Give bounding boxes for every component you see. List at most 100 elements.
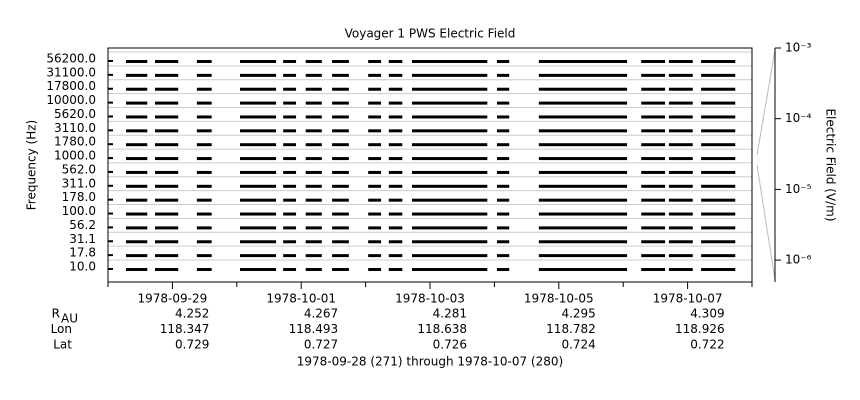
- ephemeris-value: 118.347: [160, 322, 210, 336]
- coverage-segment: [126, 184, 148, 188]
- channel-label: 311.0: [62, 176, 96, 190]
- coverage-segment: [411, 254, 488, 258]
- coverage-segment: [196, 157, 212, 161]
- coverage-segment: [196, 101, 212, 105]
- coverage-segment: [283, 184, 297, 188]
- coverage-segment: [332, 184, 349, 188]
- coverage-segment: [283, 87, 297, 91]
- coverage-segment: [701, 143, 736, 147]
- channel-label: 5620.0: [54, 107, 96, 121]
- ephemeris-label-sub: AU: [61, 312, 78, 326]
- coverage-segment: [668, 143, 693, 147]
- coverage-segment: [641, 101, 666, 105]
- coverage-segment: [388, 198, 403, 202]
- coverage-segment: [641, 157, 666, 161]
- coverage-segment: [668, 240, 693, 244]
- coverage-segment: [305, 129, 322, 133]
- coverage-segment: [240, 157, 277, 161]
- coverage-segment: [411, 60, 488, 63]
- coverage-segment: [641, 184, 666, 188]
- coverage-segment: [496, 129, 510, 133]
- coverage-segment: [283, 60, 297, 63]
- coverage-segment: [388, 226, 403, 230]
- coverage-segment: [305, 254, 322, 258]
- coverage-segment: [641, 240, 666, 244]
- coverage-segment: [701, 73, 736, 77]
- coverage-segment: [196, 143, 212, 147]
- coverage-segment: [240, 143, 277, 147]
- ephemeris-value: 118.638: [417, 322, 467, 336]
- coverage-segment: [411, 73, 488, 77]
- coverage-segment: [196, 212, 212, 216]
- coverage-segment: [538, 170, 628, 174]
- ephemeris-value: 0.729: [175, 338, 209, 352]
- coverage-segment: [701, 226, 736, 230]
- ephemeris-label: Lat: [53, 338, 72, 352]
- coverage-segment: [388, 170, 403, 174]
- coverage-segment: [283, 73, 297, 77]
- coverage-segment: [368, 184, 382, 188]
- coverage-segment: [368, 226, 382, 230]
- coverage-segment: [368, 60, 382, 63]
- coverage-segment: [332, 198, 349, 202]
- channel-label: 1780.0: [54, 135, 96, 149]
- coverage-segment: [305, 60, 322, 63]
- coverage-segment: [538, 226, 628, 230]
- coverage-segment: [240, 60, 277, 63]
- coverage-segment: [368, 157, 382, 161]
- coverage-segment: [641, 60, 666, 63]
- coverage-segment: [668, 184, 693, 188]
- ephemeris-value: 0.726: [433, 338, 467, 352]
- channel-label: 562.0: [62, 162, 96, 176]
- coverage-segment: [332, 268, 349, 271]
- coverage-segment: [668, 198, 693, 202]
- coverage-segment: [538, 184, 628, 188]
- coverage-segment: [641, 73, 666, 77]
- coverage-segment: [668, 170, 693, 174]
- ephemeris-value: 4.295: [561, 307, 595, 321]
- coverage-segment: [126, 226, 148, 230]
- coverage-segment: [368, 240, 382, 244]
- coverage-segment: [196, 170, 212, 174]
- coverage-segment: [305, 212, 322, 216]
- x-tick-label: 1978-10-03: [395, 292, 465, 306]
- y2-axis-label: Electric Field (V/m): [824, 108, 838, 221]
- coverage-segment: [332, 254, 349, 258]
- footer: 1978-09-28 (271) through 1978-10-07 (280…: [297, 355, 563, 369]
- coverage-segment: [368, 87, 382, 91]
- coverage-segment: [155, 60, 179, 63]
- coverage-segment: [155, 143, 179, 147]
- coverage-segment: [701, 184, 736, 188]
- coverage-segment: [668, 115, 693, 119]
- coverage-segment: [641, 268, 666, 271]
- chart-title: Voyager 1 PWS Electric Field: [345, 27, 516, 41]
- coverage-segment: [411, 143, 488, 147]
- coverage-segment: [332, 115, 349, 119]
- coverage-segment: [155, 198, 179, 202]
- channel-label: 31.1: [69, 232, 96, 246]
- coverage-segment: [240, 268, 277, 271]
- x-tick-label: 1978-10-07: [653, 292, 723, 306]
- coverage-segment: [668, 129, 693, 133]
- coverage-segment: [332, 101, 349, 105]
- coverage-segment: [538, 115, 628, 119]
- channel-label: 178.0: [62, 190, 96, 204]
- y2-tick-label: 10⁻⁵: [785, 182, 812, 196]
- x-tick-label: 1978-09-29: [138, 292, 208, 306]
- coverage-segment: [332, 73, 349, 77]
- coverage-segment: [668, 101, 693, 105]
- ephemeris-value: 118.782: [546, 322, 596, 336]
- coverage-segment: [668, 157, 693, 161]
- coverage-segment: [305, 87, 322, 91]
- coverage-segment: [155, 87, 179, 91]
- coverage-segment: [332, 240, 349, 244]
- y2-tick-label: 10⁻⁶: [785, 253, 812, 267]
- coverage-segment: [538, 198, 628, 202]
- coverage-segment: [538, 129, 628, 133]
- coverage-segment: [701, 129, 736, 133]
- coverage-segment: [538, 60, 628, 63]
- coverage-segment: [126, 101, 148, 105]
- coverage-segment: [240, 226, 277, 230]
- coverage-segment: [283, 226, 297, 230]
